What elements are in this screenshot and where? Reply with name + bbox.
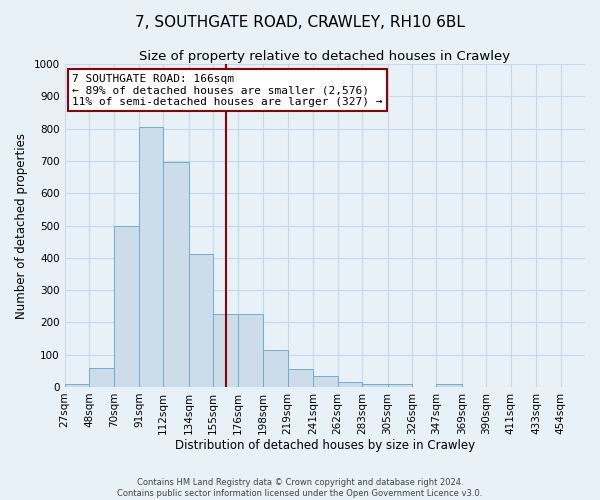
Bar (139, 127, 163, 387)
X-axis label: Distribution of detached houses by size in Crawley: Distribution of detached houses by size … (175, 440, 475, 452)
Title: Size of property relative to detached houses in Crawley: Size of property relative to detached ho… (139, 50, 511, 63)
Bar (388, 384, 412, 387)
Bar (338, 382, 362, 387)
Bar (65, 384, 89, 387)
Bar (89, 368, 115, 387)
Y-axis label: Number of detached properties: Number of detached properties (15, 132, 28, 318)
Bar (238, 314, 263, 387)
Text: 7 SOUTHGATE ROAD: 166sqm
← 89% of detached houses are smaller (2,576)
11% of sem: 7 SOUTHGATE ROAD: 166sqm ← 89% of detach… (73, 74, 383, 107)
Text: 7, SOUTHGATE ROAD, CRAWLEY, RH10 6BL: 7, SOUTHGATE ROAD, CRAWLEY, RH10 6BL (135, 15, 465, 30)
Bar (115, 226, 139, 387)
Text: Contains HM Land Registry data © Crown copyright and database right 2024.
Contai: Contains HM Land Registry data © Crown c… (118, 478, 482, 498)
Bar (163, 162, 189, 387)
Bar (287, 369, 313, 387)
Bar (313, 376, 338, 387)
Bar (263, 350, 287, 387)
Bar (362, 384, 388, 387)
Bar (213, 314, 238, 387)
Bar (436, 384, 462, 387)
Bar (189, 254, 213, 387)
